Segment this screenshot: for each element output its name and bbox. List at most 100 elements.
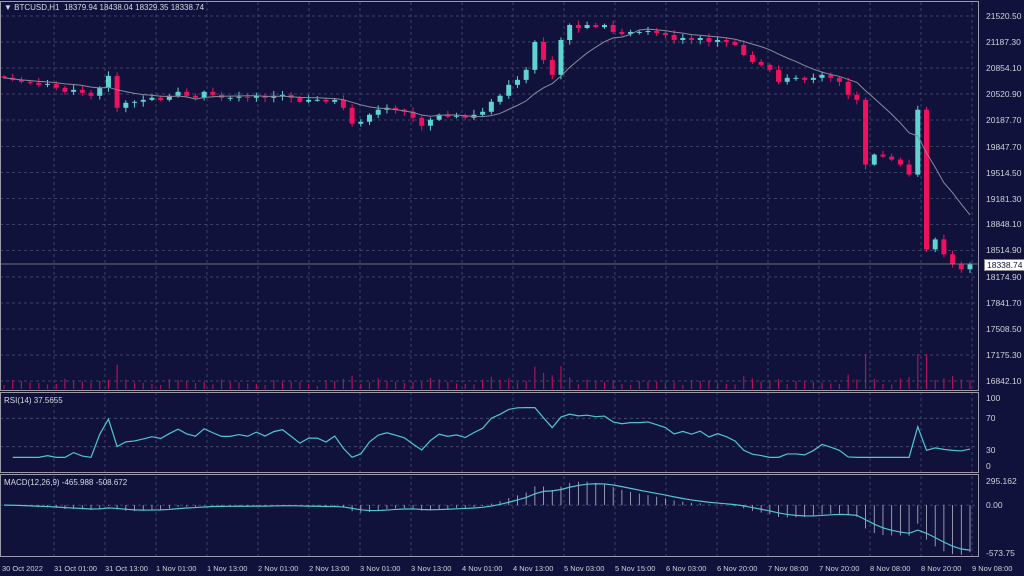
ohlc-values: 18379.94 18438.04 18329.35 18338.74	[63, 3, 205, 12]
bear-candle	[776, 69, 782, 82]
bear-candle	[549, 59, 555, 75]
bull-candle	[436, 114, 442, 120]
bull-candle	[697, 37, 703, 40]
bear-candle	[158, 97, 164, 100]
bull-candle	[628, 31, 634, 34]
current-price-tag: 18338.74	[984, 259, 1024, 271]
bear-candle	[671, 34, 677, 40]
bear-candle	[462, 115, 468, 118]
bear-candle	[950, 254, 956, 265]
bear-candle	[541, 41, 547, 60]
bear-candle	[593, 25, 599, 28]
bull-candle	[819, 74, 825, 78]
rsi-panel	[12, 407, 971, 459]
bear-candle	[923, 109, 929, 250]
bull-candle	[97, 87, 103, 96]
bull-candle	[367, 114, 373, 122]
rsi-panel-border	[0, 392, 979, 473]
price-axis-label: 19514.50	[986, 167, 1022, 178]
rsi-axis-label: 30	[986, 445, 996, 455]
bear-candle	[245, 96, 251, 98]
bear-candle	[210, 91, 216, 95]
price-axis-label: 18514.90	[986, 245, 1022, 256]
volume-bars	[3, 354, 971, 389]
bull-candle	[810, 77, 816, 80]
bear-candle	[836, 77, 842, 82]
time-axis-label: 9 Nov 08:00	[972, 564, 1013, 573]
bear-candle	[706, 37, 712, 42]
symbol-header: ▼ BTCUSD,H1 18379.94 18438.04 18329.35 1…	[4, 3, 204, 13]
bear-candle	[741, 44, 747, 55]
bull-candle	[227, 97, 233, 99]
bear-candle	[863, 99, 869, 165]
bear-candle	[18, 79, 24, 82]
bull-candle	[175, 91, 181, 96]
bull-candle	[332, 99, 338, 102]
time-axis-label: 2 Nov 01:00	[258, 564, 299, 573]
bear-candle	[749, 54, 755, 62]
bear-candle	[889, 156, 895, 160]
macd-axis-label: -573.75	[986, 548, 1015, 558]
time-axis-label: 7 Nov 08:00	[768, 564, 809, 573]
macd-histogram	[12, 481, 971, 555]
bull-candle	[871, 154, 877, 165]
bull-candle	[636, 31, 642, 33]
bear-candle	[445, 114, 451, 117]
bull-candle	[532, 41, 538, 70]
time-axis-label: 1 Nov 13:00	[207, 564, 248, 573]
bull-candle	[793, 77, 799, 79]
bull-candle	[201, 91, 207, 98]
macd-panel-border	[0, 474, 979, 557]
time-axis-label: 7 Nov 20:00	[819, 564, 860, 573]
bear-candle	[958, 264, 964, 270]
bull-candle	[71, 89, 77, 92]
bear-candle	[575, 25, 581, 28]
bull-candle	[279, 94, 285, 96]
bear-candle	[340, 99, 346, 108]
symbol-label: BTCUSD,H1	[14, 3, 60, 12]
price-axis-label: 19181.30	[986, 193, 1022, 204]
bear-candle	[1, 76, 7, 78]
bull-candle	[454, 115, 460, 117]
bear-candle	[297, 97, 303, 102]
bull-candle	[567, 25, 573, 40]
time-axis-label: 5 Nov 03:00	[564, 564, 605, 573]
bull-candle	[132, 101, 138, 103]
bear-candle	[802, 77, 808, 80]
price-axis-label: 18848.10	[986, 219, 1022, 230]
time-axis-label: 3 Nov 01:00	[360, 564, 401, 573]
bear-candle	[732, 41, 738, 45]
rsi-line	[12, 407, 971, 459]
bear-candle	[79, 89, 85, 93]
bull-candle	[967, 264, 973, 270]
bull-candle	[306, 99, 312, 102]
bear-candle	[897, 159, 903, 165]
bear-candle	[53, 83, 59, 88]
bull-candle	[497, 95, 503, 102]
bull-candle	[584, 25, 590, 28]
bear-candle	[114, 75, 120, 108]
bear-candle	[845, 81, 851, 95]
price-axis-label: 20854.10	[986, 62, 1022, 73]
bull-candle	[358, 121, 364, 124]
bull-candle	[915, 109, 921, 175]
bull-candle	[601, 25, 607, 28]
bear-candle	[828, 74, 834, 78]
bear-candle	[662, 32, 668, 35]
time-axis-label: 6 Nov 20:00	[717, 564, 758, 573]
bear-candle	[689, 37, 695, 40]
bear-candle	[610, 25, 616, 32]
macd-signal-line	[3, 483, 971, 551]
triangle-down-icon[interactable]: ▼	[4, 3, 15, 12]
bull-candle	[488, 101, 494, 112]
bull-candle	[45, 83, 51, 85]
bull-candle	[253, 95, 259, 98]
bear-candle	[27, 81, 33, 83]
rsi-label: RSI(14) 37.5655	[4, 396, 63, 405]
price-axis-label: 16842.10	[986, 376, 1022, 386]
main-panel-border	[0, 1, 979, 391]
bear-candle	[723, 39, 729, 42]
bull-candle	[314, 99, 320, 101]
macd-label: MACD(12,26,9) -465.988 -508.672	[4, 478, 128, 487]
